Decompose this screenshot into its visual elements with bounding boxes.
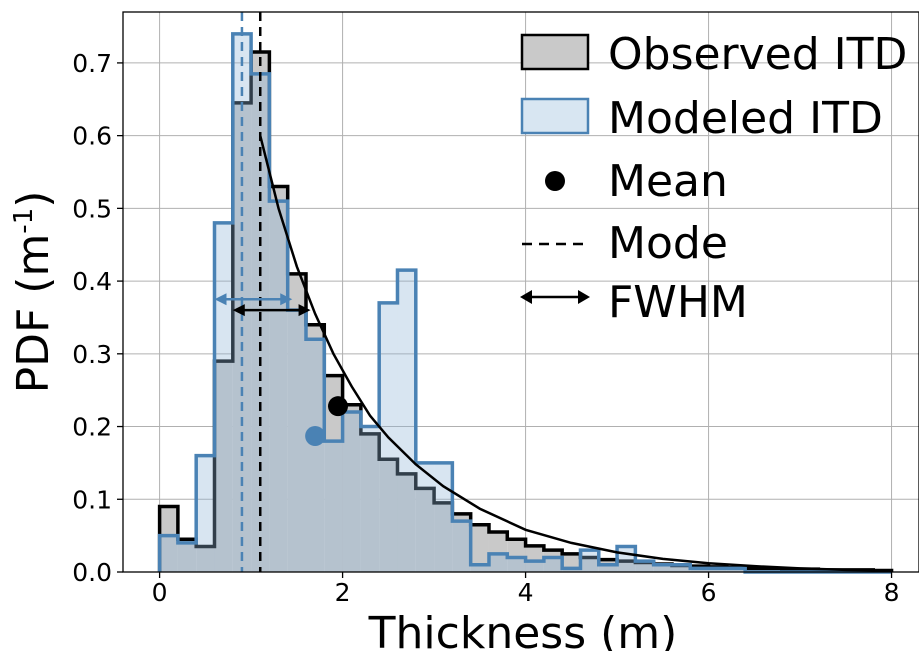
modeled-bar: [360, 426, 380, 572]
observed-bar: [379, 459, 398, 572]
modeled-bar: [598, 564, 618, 572]
modeled-bar: [251, 73, 270, 573]
modeled-bar: [617, 546, 636, 572]
observed-bar: [159, 506, 178, 572]
observed-bar: [232, 102, 252, 572]
modeled-bar: [507, 557, 526, 572]
observed-bar: [415, 488, 435, 572]
legend-mode-label: Mode: [608, 218, 728, 269]
modeled-bar: [726, 568, 746, 572]
observed-bar: [763, 568, 782, 572]
y-tick-label: 0.3: [72, 340, 112, 369]
observed-bar: [507, 539, 526, 572]
x-tick-label: 4: [518, 578, 534, 607]
modeled-bar: [177, 542, 197, 572]
legend-mean-label: Mean: [608, 156, 728, 207]
observed-bar: [324, 375, 343, 572]
observed-bar: [617, 561, 636, 572]
observed-bar: [397, 473, 416, 572]
y-axis-label: PDF (m-1): [8, 191, 59, 394]
legend-fwhm-arrowhead-right: [578, 290, 590, 304]
observed-bar: [580, 557, 599, 572]
observed-bar: [196, 546, 215, 572]
modeled-bar: [708, 568, 727, 572]
observed-bar: [287, 273, 306, 572]
y-tick-label: 0.6: [72, 122, 112, 151]
plot-frame: [122, 11, 919, 573]
y-tick-label: 0.2: [72, 413, 112, 442]
legend-modeled-label: Modeled ITD: [608, 93, 883, 144]
modeled-bar: [635, 561, 654, 572]
observed-bar: [543, 550, 563, 572]
observed-bar: [488, 532, 508, 572]
modeled-bar: [543, 557, 563, 572]
y-tick-label: 0.1: [72, 485, 112, 514]
modeled-bar: [159, 535, 178, 572]
fwhm-arrowhead: [298, 304, 311, 317]
modeled-bar: [452, 521, 471, 572]
y-tick-label: 0.0: [72, 558, 112, 587]
observed-bar: [360, 433, 380, 572]
observed-bar: [214, 361, 233, 572]
modeled-itd-histogram: [157, 32, 892, 574]
legend-observed-label: Observed ITD: [608, 29, 907, 80]
modeled-bar: [488, 553, 508, 572]
observed-bar: [635, 562, 654, 572]
observed-bar: [525, 545, 544, 572]
observed-bar: [434, 502, 453, 572]
observed-bar: [653, 564, 672, 572]
y-tick-label: 0.7: [72, 49, 112, 78]
observed-bar: [671, 565, 691, 572]
legend-fwhm-label: FWHM: [608, 277, 748, 328]
modeled-bar: [305, 339, 325, 572]
modeled-bar: [671, 564, 691, 572]
legend-fwhm-arrowhead-left: [520, 290, 532, 304]
modeled-bar: [690, 568, 709, 572]
mean-point: [305, 426, 326, 446]
x-axis-label: Thickness (m): [368, 608, 678, 651]
fwhm-arrowhead: [214, 293, 227, 306]
y-tick-label: 0.4: [72, 267, 112, 296]
fit-curve: [259, 135, 892, 572]
observed-bar: [305, 324, 325, 572]
observed-bar: [177, 539, 197, 572]
observed-bar: [470, 524, 489, 572]
x-tick-label: 2: [335, 578, 351, 607]
observed-bar: [452, 513, 471, 572]
modeled-bar: [434, 462, 453, 572]
modeled-bar: [415, 462, 435, 572]
modeled-bar: [562, 568, 581, 572]
legend-mean-marker: [545, 171, 565, 191]
modeled-bar: [653, 564, 672, 572]
observed-bar: [745, 568, 764, 572]
x-tick-label: 6: [701, 578, 717, 607]
legend: Observed ITD Modeled ITD Mean Mode FWHM: [520, 29, 907, 328]
observed-bar: [269, 186, 288, 572]
modeled-bar: [470, 564, 489, 572]
mean-point: [328, 396, 349, 417]
x-tick-label: 8: [884, 578, 900, 607]
modeled-bar: [196, 455, 215, 572]
observed-bar: [342, 404, 361, 572]
modeled-bar: [342, 412, 361, 572]
modeled-bar: [580, 550, 599, 572]
x-tick-label: 0: [152, 578, 168, 607]
legend-observed-swatch: [520, 33, 590, 71]
legend-modeled-swatch: [520, 97, 590, 135]
modeled-bar: [269, 201, 288, 572]
fwhm-arrowhead: [280, 293, 293, 306]
chart-markers: [214, 12, 892, 572]
modeled-bar: [525, 561, 544, 572]
fwhm-arrowhead: [232, 304, 245, 317]
modeled-bar: [324, 441, 343, 572]
modeled-bar: [397, 270, 416, 572]
modeled-bar: [214, 222, 233, 572]
observed-itd-histogram: [157, 50, 894, 573]
axis-ticks: 0 2 4 6 8 0.0 0.1 0.2 0.3 0.4 0.5 0.6 0.7: [72, 49, 899, 607]
y-tick-label: 0.5: [72, 194, 112, 223]
modeled-bar: [287, 310, 306, 572]
